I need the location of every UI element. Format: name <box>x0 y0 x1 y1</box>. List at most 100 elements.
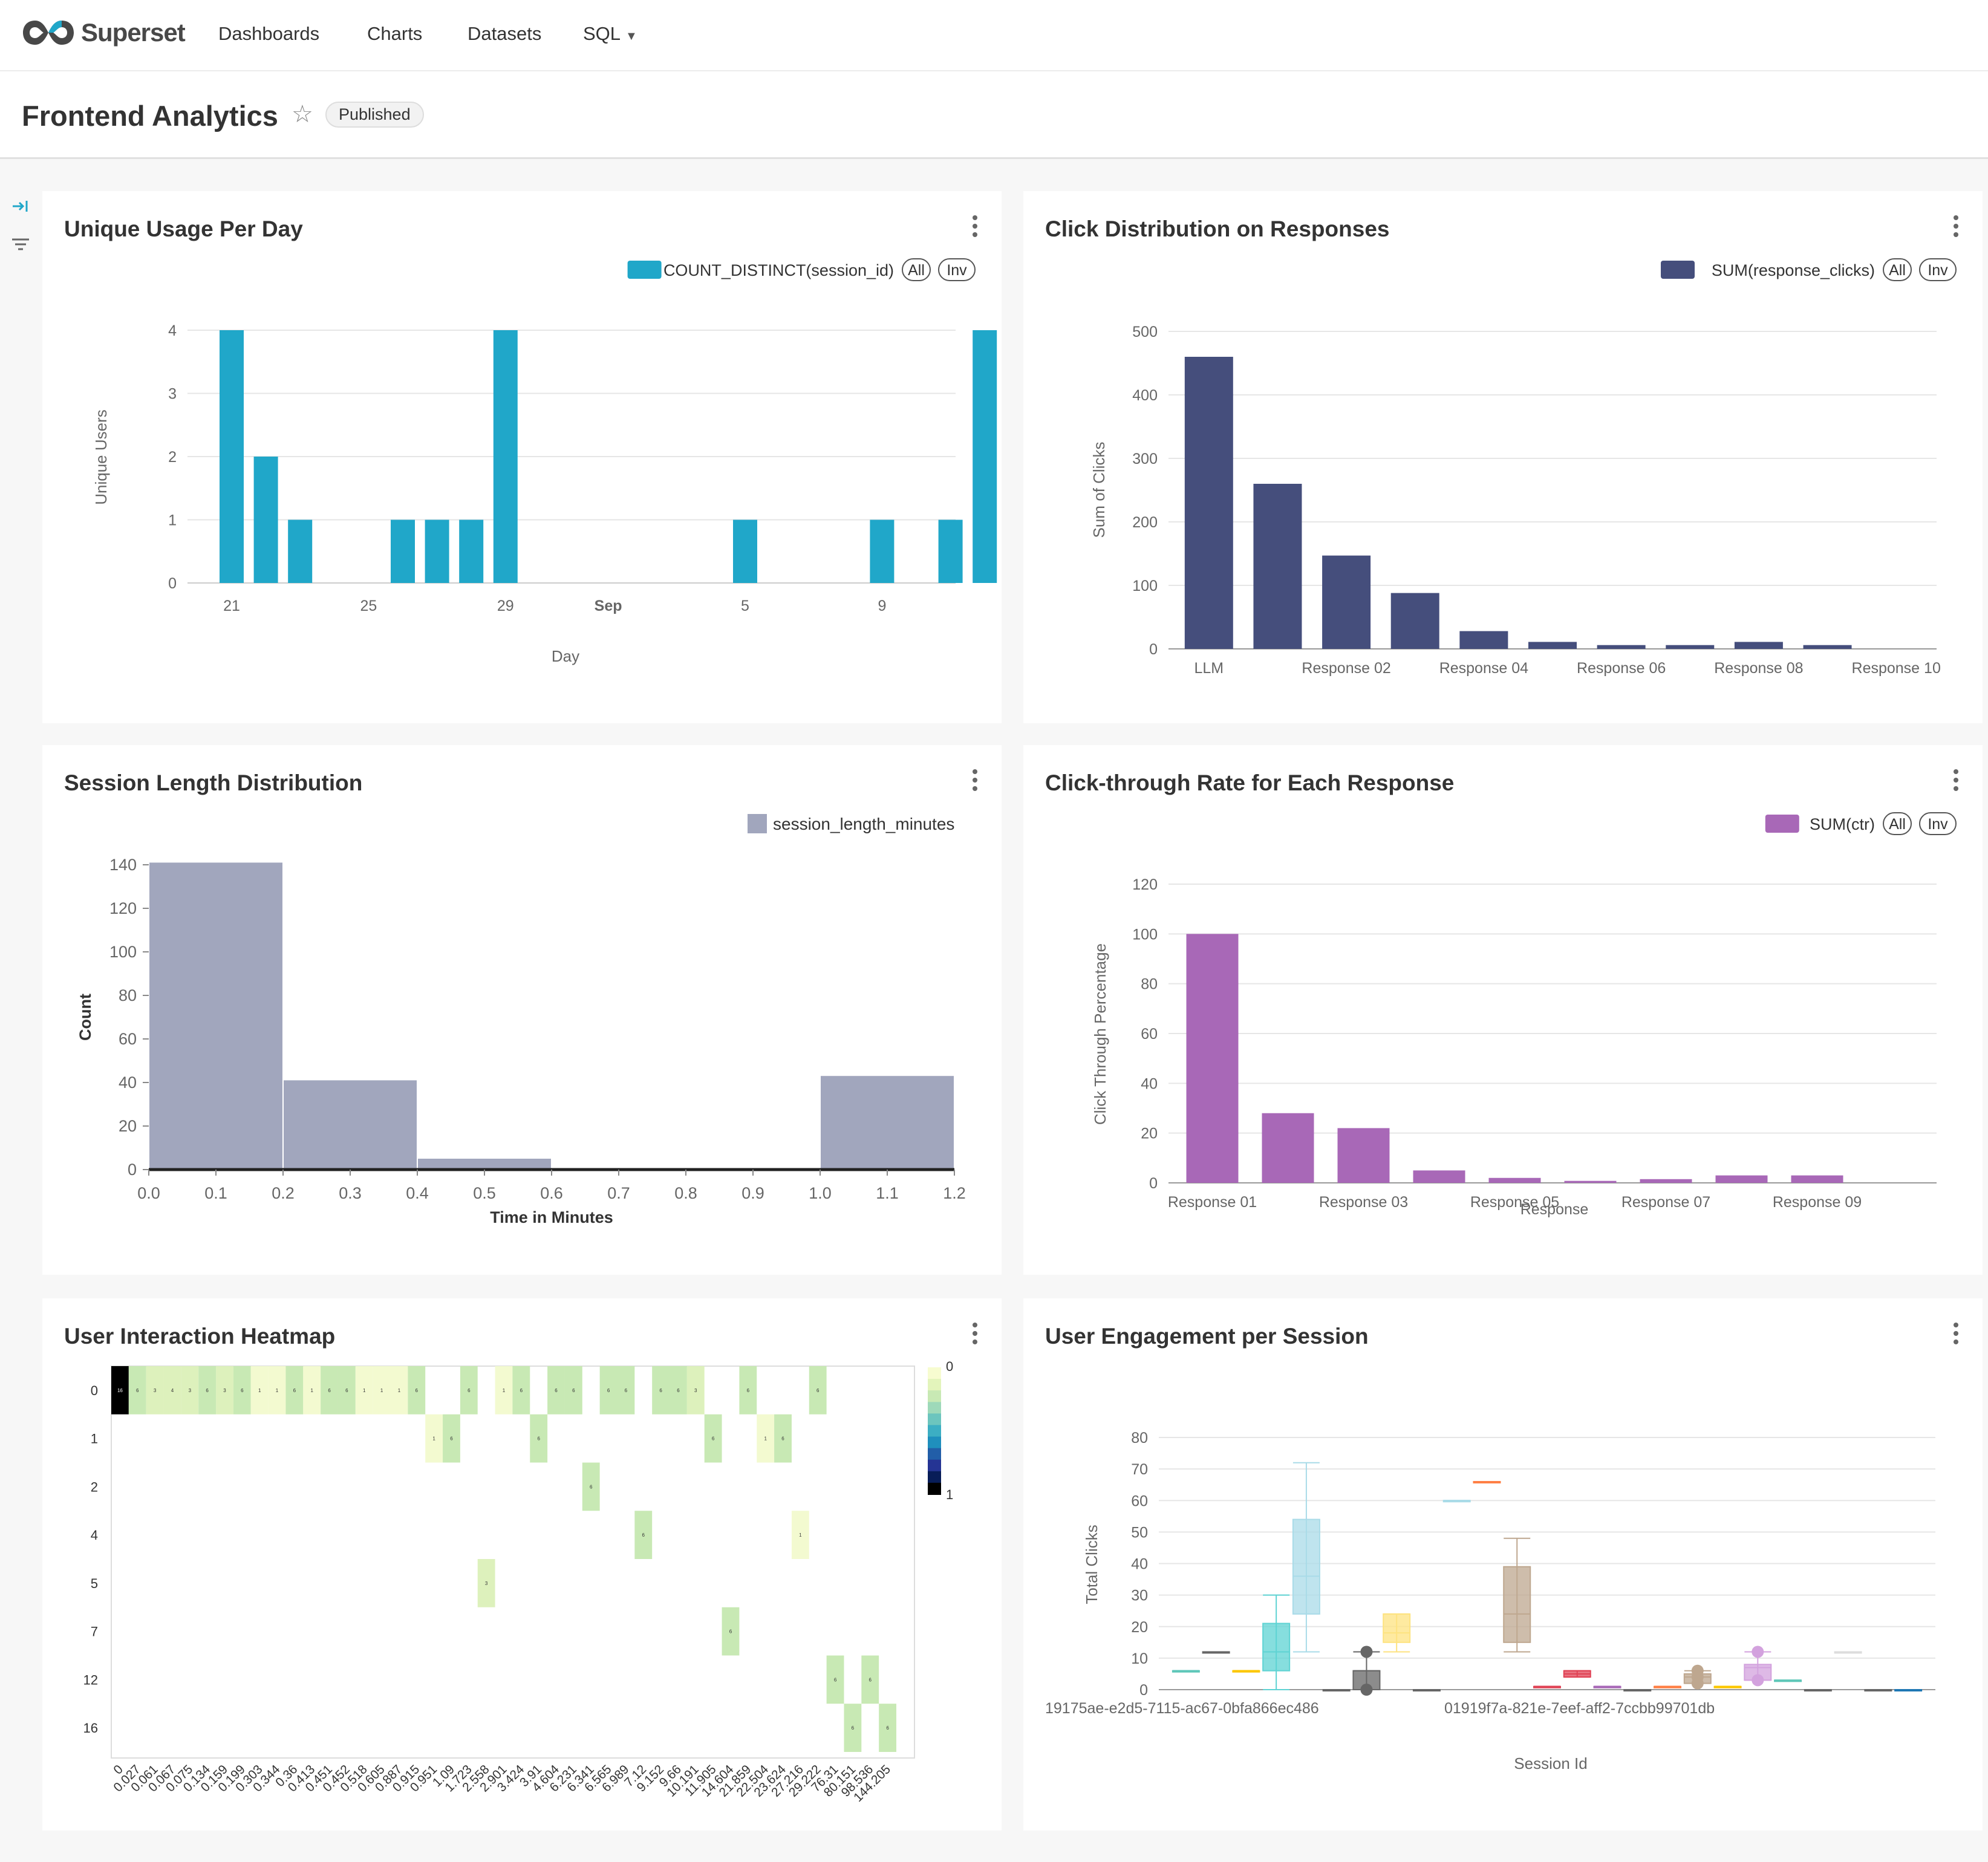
nav-dashboards[interactable]: Dashboards <box>218 23 320 44</box>
box-outlier <box>1752 1646 1764 1658</box>
heatmap-cell-label: 6 <box>816 1388 820 1393</box>
bar <box>973 330 997 583</box>
colorbar-segment <box>928 1459 941 1472</box>
x-tick-label: 0.9 <box>741 1184 764 1202</box>
bar <box>1488 1177 1541 1183</box>
heatmap-cell-label: 6 <box>712 1436 715 1442</box>
heatmap-cell-label: 6 <box>136 1388 139 1393</box>
heatmap-cell <box>652 1366 670 1414</box>
heatmap-cell <box>460 1366 478 1414</box>
legend-inv-button[interactable] <box>1919 812 1957 835</box>
y-tick-label: 500 <box>1132 324 1158 340</box>
heatmap-cell <box>373 1366 391 1414</box>
y-axis-title: Unique Users <box>92 409 110 505</box>
x-tick-label: 25 <box>360 597 377 614</box>
y-tick-label: 4 <box>91 1528 98 1543</box>
chart-title: User Engagement per Session <box>1045 1324 1369 1349</box>
heatmap-cell <box>390 1366 408 1414</box>
heatmap-cell-label: 6 <box>834 1677 837 1682</box>
chart-menu-kebab-icon[interactable] <box>1954 769 1958 795</box>
y-axis-title: Sum of Clicks <box>1090 442 1108 538</box>
bar <box>1459 631 1508 649</box>
superset-logo[interactable]: Superset <box>21 16 186 50</box>
y-tick-label: 20 <box>119 1117 137 1135</box>
legend-inv-button[interactable] <box>1919 258 1957 281</box>
bar <box>1734 642 1783 649</box>
chart-title: User Interaction Heatmap <box>64 1324 336 1349</box>
filter-icon[interactable] <box>11 236 30 254</box>
legend-inv-label: Inv <box>1928 262 1948 279</box>
heatmap-cell <box>233 1366 251 1414</box>
x-tick-label: 0.2 <box>272 1184 295 1202</box>
y-tick-label: 400 <box>1132 387 1158 404</box>
y-tick-label: 16 <box>83 1720 98 1736</box>
heatmap-cell-label: 1 <box>380 1388 383 1393</box>
expand-filters-icon[interactable] <box>11 197 30 215</box>
colorbar-segment <box>928 1367 941 1380</box>
legend-swatch <box>1765 815 1799 833</box>
chart-menu-kebab-icon[interactable] <box>1954 1323 1958 1348</box>
heatmap-cell <box>879 1704 896 1752</box>
heatmap-cell-label: 16 <box>117 1388 123 1393</box>
nav-charts[interactable]: Charts <box>367 23 423 44</box>
heatmap-cell <box>337 1366 356 1414</box>
x-tick-label: Response 10 <box>1852 660 1941 677</box>
heatmap-cell-label: 6 <box>345 1388 348 1393</box>
heatmap-cell <box>791 1511 809 1559</box>
heatmap-cell-label: 6 <box>206 1388 209 1393</box>
legend-all-button[interactable] <box>1883 258 1912 281</box>
colorbar-segment <box>928 1482 941 1495</box>
y-tick-label: 1 <box>168 512 177 529</box>
x-tick-label: 0.6 <box>540 1184 563 1202</box>
legend-all-label: All <box>908 262 925 279</box>
x-tick-label: 1.0 <box>809 1184 832 1202</box>
heatmap-cell-label: 6 <box>852 1725 855 1731</box>
legend-all-button[interactable] <box>1883 812 1912 835</box>
bar <box>288 519 313 583</box>
heatmap-frame <box>111 1366 915 1759</box>
heatmap-cell-label: 6 <box>677 1388 680 1393</box>
heatmap-cell <box>599 1366 618 1414</box>
legend-inv-label: Inv <box>947 262 967 279</box>
y-axis-title: Count <box>76 994 94 1041</box>
y-tick-label: 120 <box>109 899 137 917</box>
nav-sql[interactable]: SQL ▼ <box>583 23 637 45</box>
y-tick-label: 60 <box>1141 1026 1158 1043</box>
chart-menu-kebab-icon[interactable] <box>973 215 977 241</box>
y-axis-title: Click Through Percentage <box>1091 943 1109 1125</box>
heatmap-cell <box>826 1655 844 1704</box>
bar <box>1803 645 1852 649</box>
bar <box>1715 1175 1768 1183</box>
heatmap-cell-label: 1 <box>799 1532 802 1538</box>
legend-inv-button[interactable] <box>938 258 976 281</box>
heatmap-cell-label: 6 <box>450 1436 453 1442</box>
legend-all-button[interactable] <box>902 258 931 281</box>
bar <box>1791 1175 1843 1183</box>
x-tick-label: 0.5 <box>473 1184 496 1202</box>
x-tick-label: LLM <box>1194 660 1224 677</box>
x-tick-label: 0.3 <box>339 1184 362 1202</box>
heatmap-cell <box>530 1414 548 1463</box>
y-tick-label: 20 <box>1131 1619 1148 1636</box>
chart-menu-kebab-icon[interactable] <box>973 1323 977 1348</box>
box-body <box>1262 1623 1291 1672</box>
heatmap-cell-label: 1 <box>310 1388 313 1393</box>
chart-menu-kebab-icon[interactable] <box>973 769 977 795</box>
heatmap-cell <box>303 1366 321 1414</box>
box-outlier <box>1360 1646 1373 1658</box>
nav-datasets[interactable]: Datasets <box>468 23 542 44</box>
heatmap-cell-label: 6 <box>869 1677 872 1682</box>
x-tick-label: 0.0 <box>137 1184 160 1202</box>
top-navbar: Superset Dashboards Charts Datasets SQL ▼ <box>0 0 1988 71</box>
legend-all-label: All <box>1889 262 1906 279</box>
y-tick-label: 40 <box>119 1073 137 1092</box>
y-tick-label: 100 <box>1132 578 1158 594</box>
bar <box>1597 645 1646 649</box>
y-tick-label: 30 <box>1131 1587 1148 1604</box>
chart-menu-kebab-icon[interactable] <box>1954 215 1958 241</box>
favorite-star-icon[interactable]: ☆ <box>292 101 313 128</box>
heatmap-cell <box>198 1366 217 1414</box>
heatmap-cell <box>670 1366 687 1414</box>
heatmap-cell <box>844 1704 862 1752</box>
heatmap-cell <box>634 1511 653 1559</box>
